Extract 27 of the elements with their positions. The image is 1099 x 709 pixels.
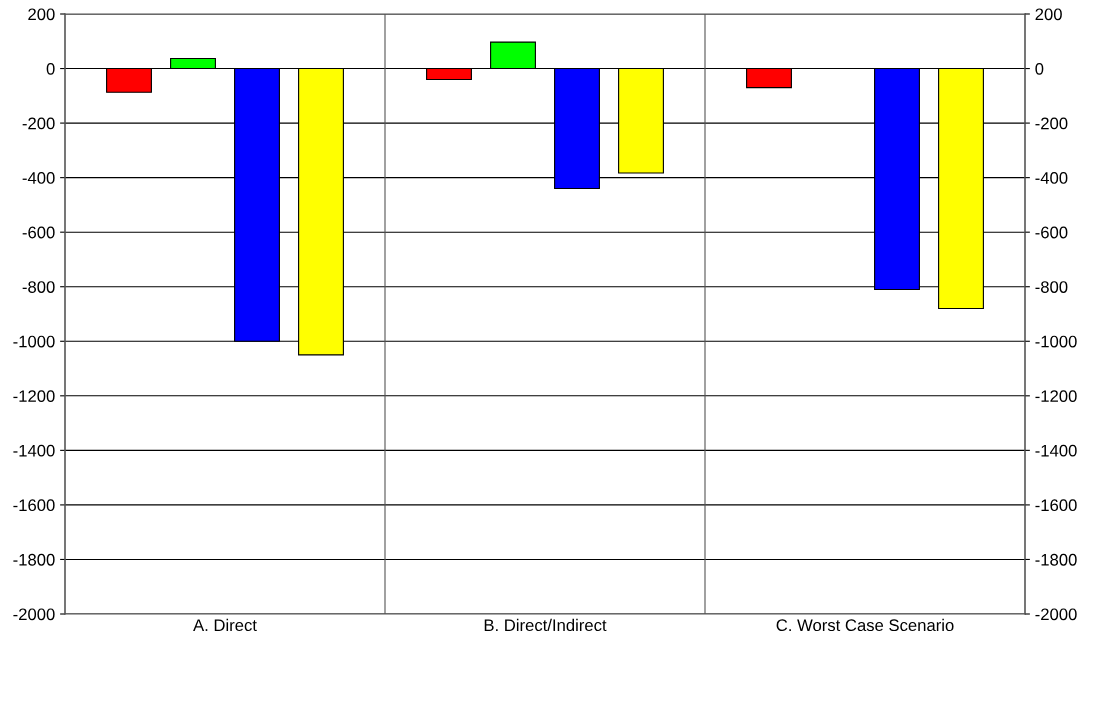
y-tick-label: -1000 xyxy=(13,335,55,348)
y-tick-label: 0 xyxy=(46,62,55,75)
y2-tick-label: -1400 xyxy=(1035,444,1077,457)
y2-tick-label: -800 xyxy=(1035,281,1068,293)
y-tick-label: -1800 xyxy=(13,553,55,566)
y-tick-label: 200 xyxy=(28,8,55,21)
y2-tick-label: -1600 xyxy=(1035,499,1077,512)
y-tick-label: -1200 xyxy=(13,390,55,403)
y-tick-label: -1600 xyxy=(13,499,55,512)
y2-tick-label: -1000 xyxy=(1035,335,1077,348)
y-tick-label: -400 xyxy=(22,172,55,184)
y2-tick-label: -600 xyxy=(1035,226,1068,239)
y2-tick-label: -2000 xyxy=(1035,608,1077,621)
y2-tick-label: -1200 xyxy=(1035,390,1077,403)
y-tick-label: -1400 xyxy=(13,444,55,457)
x-tick-label: C. Worst Case Scenario xyxy=(776,618,954,632)
y2-tick-label: 200 xyxy=(1035,8,1062,21)
y-tick-label: -200 xyxy=(22,117,55,130)
y-tick-label: -800 xyxy=(22,281,55,293)
y2-tick-label: -1800 xyxy=(1035,553,1077,566)
x-tick-label: A. Direct xyxy=(193,618,257,632)
y-tick-label: -600 xyxy=(22,226,55,239)
y2-tick-label: -200 xyxy=(1035,117,1068,130)
x-tick-label: B. Direct/Indirect xyxy=(484,618,607,632)
y-tick-label: -2000 xyxy=(13,608,55,621)
y2-tick-label: 0 xyxy=(1035,62,1044,75)
y2-tick-label: -400 xyxy=(1035,172,1068,184)
